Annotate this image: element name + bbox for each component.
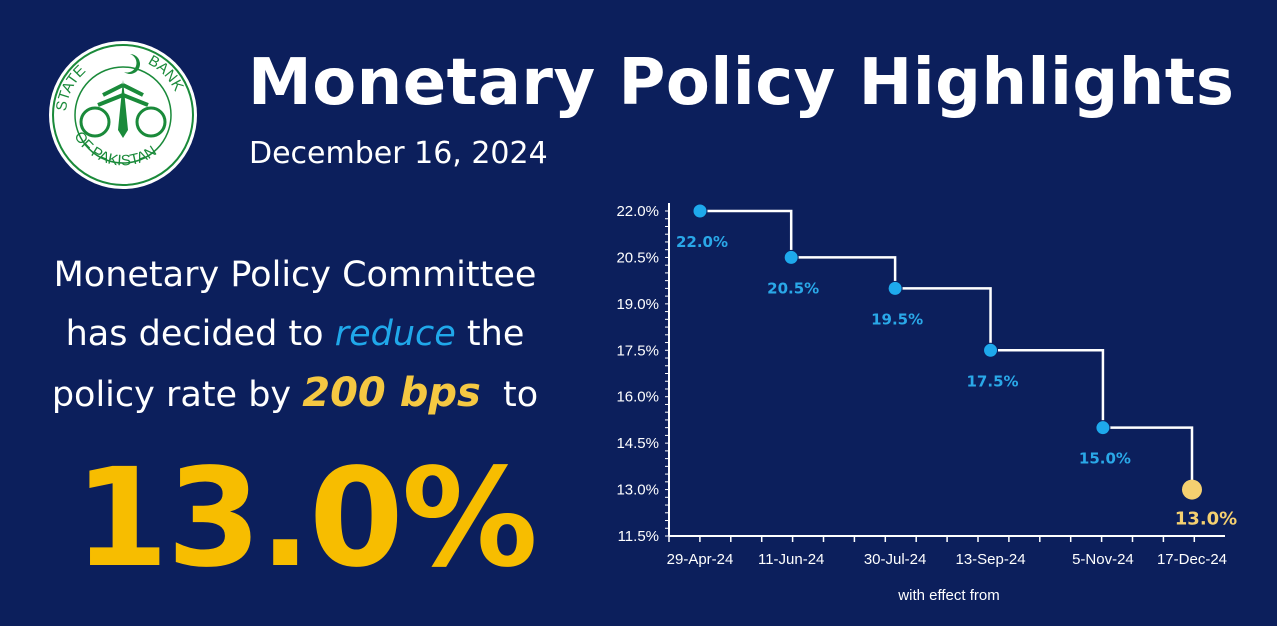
y-tick-label: 17.5% <box>616 342 659 359</box>
data-point <box>1095 420 1111 436</box>
message-text: policy rate by <box>51 375 303 415</box>
sbp-logo: STATE BANK OF PAKISTAN <box>49 41 197 189</box>
new-policy-rate: 13.0% <box>74 440 538 598</box>
y-tick-label: 20.5% <box>616 249 659 266</box>
data-point <box>887 280 903 296</box>
message-line-3: policy rate by 200 bps to <box>20 364 570 425</box>
y-tick-label: 16.0% <box>616 389 659 406</box>
step-line <box>700 209 1194 490</box>
x-tick-label: 5-Nov-24 <box>1072 551 1134 568</box>
data-label: 19.5% <box>871 310 923 328</box>
x-tick-label: 11-Jun-24 <box>758 551 824 568</box>
data-label: 13.0% <box>1175 509 1237 530</box>
message-text: the <box>455 314 525 354</box>
data-label: 20.5% <box>767 279 819 297</box>
data-label: 22.0% <box>676 233 728 251</box>
y-tick-label: 13.0% <box>616 482 659 499</box>
message-text: has decided to <box>65 314 335 354</box>
x-tick-label: 17-Dec-24 <box>1157 551 1227 568</box>
data-label: 15.0% <box>1079 450 1131 468</box>
page-date: December 16, 2024 <box>249 136 548 171</box>
y-tick-label: 14.5% <box>616 435 659 452</box>
message-line-1: Monetary Policy Committee <box>53 255 537 295</box>
x-axis-label: with effect from <box>897 587 999 604</box>
bps-emphasis: 200 bps <box>302 370 481 416</box>
y-tick-label: 22.0% <box>616 203 659 220</box>
x-tick-label: 30-Jul-24 <box>864 551 927 568</box>
y-tick-label: 19.0% <box>616 296 659 313</box>
x-tick-label: 13-Sep-24 <box>956 551 1026 568</box>
data-point <box>983 342 999 358</box>
data-point <box>692 203 708 219</box>
x-tick-label: 29-Apr-24 <box>667 551 734 568</box>
policy-message: Monetary Policy Committee has decided to… <box>20 246 570 425</box>
data-point <box>1182 479 1202 500</box>
reduce-emphasis: reduce <box>334 314 456 354</box>
data-label: 17.5% <box>967 372 1019 390</box>
y-tick-label: 11.5% <box>618 528 659 545</box>
message-text: to <box>480 375 539 415</box>
message-line-2: has decided to reduce the <box>20 305 570 364</box>
data-point <box>783 249 799 265</box>
page-title: Monetary Policy Highlights <box>248 46 1235 120</box>
